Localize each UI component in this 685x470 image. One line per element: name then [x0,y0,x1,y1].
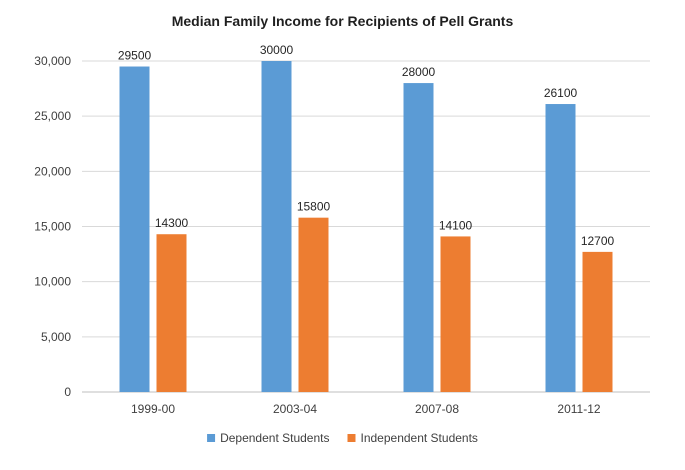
data-label: 12700 [581,234,615,248]
chart-title: Median Family Income for Recipients of P… [171,13,514,29]
legend-label: Independent Students [360,431,477,445]
bar [440,236,471,392]
bar [119,66,150,393]
x-tick-label: 2007-08 [415,402,459,416]
data-label: 26100 [544,86,578,100]
legend: Dependent Students Independent Students [207,431,478,445]
bar [545,104,576,392]
x-tick-label: 2011-12 [557,402,600,416]
data-label: 14300 [155,216,189,230]
data-label: 29500 [118,49,152,63]
data-labels: 29500 14300 30000 15800 28000 14100 26100 12700 [118,43,615,248]
legend-swatch [347,434,356,442]
bar [261,61,292,392]
data-label: 30000 [260,43,294,57]
x-tick-label: 2003-04 [273,402,317,416]
bars [119,61,613,393]
bar [582,251,613,392]
y-tick-label: 10,000 [34,275,71,289]
y-tick-label: 20,000 [34,164,71,178]
y-tick-label: 5,000 [41,330,71,344]
x-tick-label: 1999-00 [131,402,175,416]
legend-swatch [207,434,216,442]
y-tick-label: 0 [64,385,71,399]
y-tick-label: 30,000 [34,54,71,68]
bar [298,217,329,392]
y-tick-label: 15,000 [34,220,71,234]
axes: 0 5,000 10,000 15,000 20,000 25,000 30,000 1999… [34,54,650,416]
data-label: 28000 [402,65,436,79]
bar [156,234,187,392]
data-label: 14100 [439,218,473,232]
y-tick-label: 25,000 [34,109,71,123]
data-label: 15800 [297,200,331,214]
bar [403,83,434,393]
legend-label: Dependent Students [220,431,329,445]
